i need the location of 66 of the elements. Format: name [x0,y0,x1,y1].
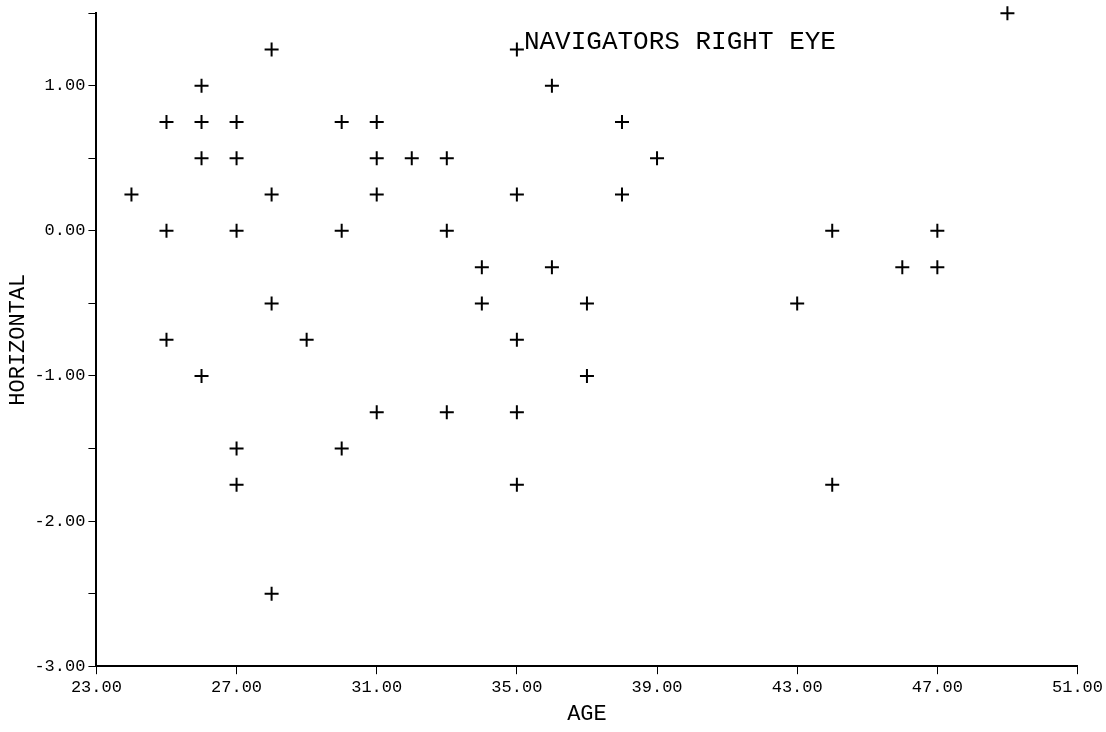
x-tick-label: 51.00 [1051,677,1103,697]
point [403,150,420,167]
point [158,114,175,131]
x-tick-label: 27.00 [211,677,263,697]
point [578,295,595,312]
point [263,186,280,203]
point [368,150,385,167]
point [438,404,455,421]
x-tick-label: 43.00 [771,677,823,697]
point [543,259,560,276]
point [894,259,911,276]
point [508,404,525,421]
point [824,476,841,493]
point [158,222,175,239]
point [263,585,280,602]
y-tick-label: 1.00 [44,76,86,96]
point [228,150,245,167]
point [438,150,455,167]
point [193,114,210,131]
point [508,41,525,58]
point [929,259,946,276]
point [158,331,175,348]
point [193,367,210,384]
y-tick-label: -1.00 [34,366,86,386]
point [508,476,525,493]
point [228,440,245,457]
point [929,222,946,239]
point [368,186,385,203]
point [649,150,666,167]
x-tick-label: 47.00 [911,677,963,697]
point [613,114,630,131]
point [543,77,560,94]
point [333,114,350,131]
point [789,295,806,312]
point [263,295,280,312]
y-tick-label: -2.00 [34,511,86,531]
point [578,367,595,384]
x-tick-label: 23.00 [70,677,122,697]
point [613,186,630,203]
point [999,5,1016,22]
y-tick-label: 0.00 [44,221,86,241]
point [193,150,210,167]
point [123,186,140,203]
point [228,476,245,493]
text: NAVIGATORS RIGHT EYE [523,27,836,58]
point [508,186,525,203]
point [228,114,245,131]
x-tick-label: 35.00 [491,677,543,697]
point [508,331,525,348]
point [473,259,490,276]
point [193,77,210,94]
y-tick-label: -3.00 [34,656,86,676]
y-axis-title: HORIZONTAL [6,273,32,406]
point [824,222,841,239]
x-tick-label: 39.00 [631,677,683,697]
point [438,222,455,239]
point [333,222,350,239]
point [473,295,490,312]
point [333,440,350,457]
point [368,114,385,131]
point [368,404,385,421]
point [298,331,315,348]
point [263,41,280,58]
x-axis-title: AGE [567,701,607,727]
x-tick-label: 31.00 [351,677,403,697]
point [228,222,245,239]
